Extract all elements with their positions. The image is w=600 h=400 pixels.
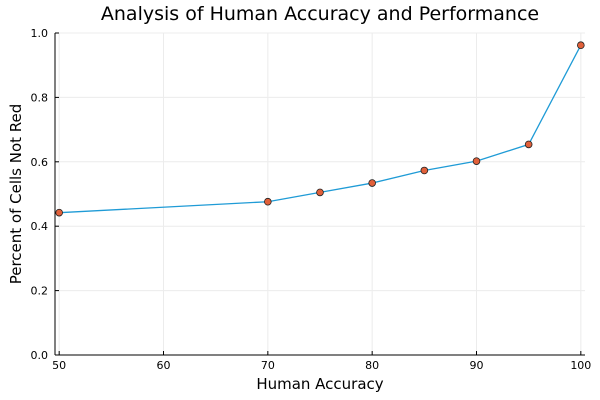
data-point [524, 140, 533, 149]
y-tick-label: 0.6 [31, 156, 49, 169]
x-tick-label: 80 [365, 359, 379, 372]
data-point [472, 157, 481, 165]
axes [54, 32, 585, 356]
data-point [316, 188, 324, 197]
x-tick-label: 90 [469, 359, 483, 372]
data-point [368, 179, 376, 187]
y-tick-label: 0.4 [31, 220, 49, 233]
x-tick-label: 70 [261, 359, 275, 372]
data-point [55, 208, 63, 217]
y-tick-label: 1.0 [31, 27, 49, 40]
data-point [264, 197, 272, 206]
x-tick-label: 50 [52, 359, 66, 372]
x-tick-label: 100 [570, 359, 591, 372]
chart-title: Analysis of Human Accuracy and Performan… [101, 3, 539, 25]
y-tick-label: 0.8 [31, 91, 49, 104]
data-point [577, 41, 585, 50]
x-axis-label: Human Accuracy [256, 375, 383, 393]
x-tick-label: 60 [157, 359, 171, 372]
series-line [59, 44, 582, 214]
y-axis-label: Percent of Cells Not Red [7, 104, 25, 285]
tick-labels: 50 60 70 80 90 100 0.0 0.2 0.4 0.6 0.8 1.0 [31, 27, 592, 372]
data-point [420, 166, 429, 175]
y-tick-label: 0.2 [31, 285, 49, 298]
y-tick-label: 0.0 [31, 349, 49, 362]
series [55, 41, 585, 217]
